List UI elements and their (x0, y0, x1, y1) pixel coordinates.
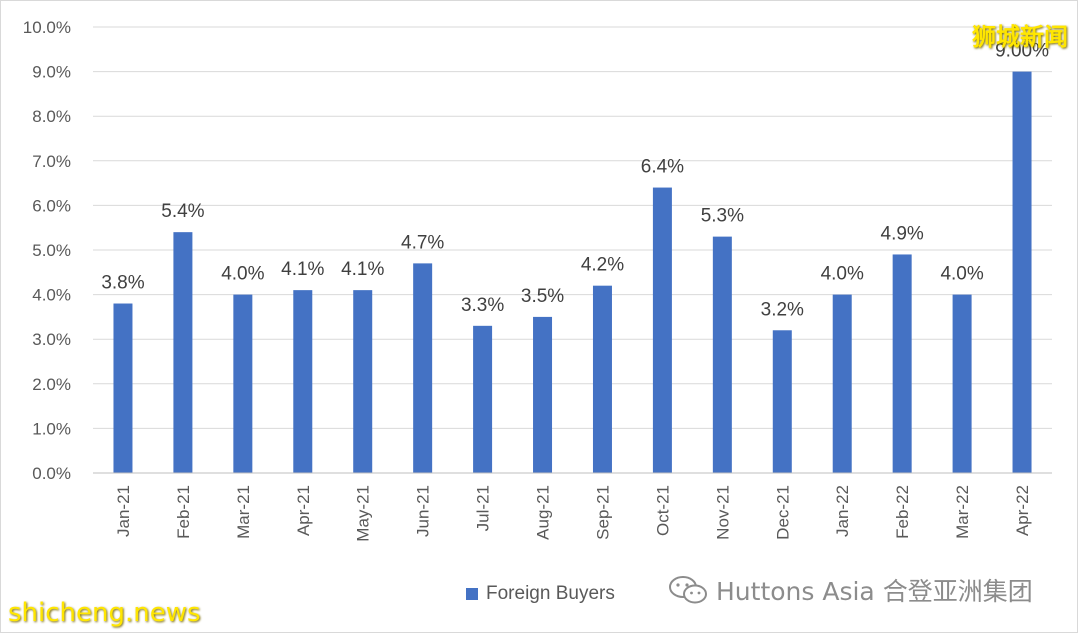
bar (173, 232, 193, 473)
bar (413, 263, 433, 473)
x-tick-label: Apr-22 (1013, 485, 1032, 536)
data-label: 4.0% (821, 264, 864, 285)
x-tick-label: Feb-22 (893, 485, 912, 539)
bar (353, 290, 373, 473)
bar (473, 325, 493, 473)
bar (772, 330, 792, 473)
x-tick-label: Jun-21 (414, 485, 433, 537)
x-tick-label: Apr-21 (294, 485, 313, 536)
y-tick-label: 2.0% (32, 375, 71, 394)
bar (832, 294, 852, 473)
wechat-icon (669, 576, 707, 604)
y-tick-label: 4.0% (32, 286, 71, 305)
x-tick-label: Feb-21 (174, 485, 193, 539)
data-label: 4.0% (221, 264, 264, 285)
y-tick-label: 0.0% (32, 464, 71, 483)
y-tick-label: 1.0% (32, 419, 71, 438)
bar (533, 316, 553, 473)
data-label: 5.4% (161, 201, 204, 222)
legend-swatch (466, 588, 478, 600)
data-label: 4.1% (281, 259, 324, 280)
bars (113, 71, 1032, 473)
bar (293, 290, 313, 473)
data-label: 4.9% (881, 223, 924, 244)
x-tick-label: Nov-21 (713, 485, 732, 540)
data-label: 5.3% (701, 206, 744, 227)
data-labels: 3.8% 5.4% 4.0% 4.1% 4.1% 4.7% 3.3% 3.5% 4.2% 6.4%… (101, 41, 1049, 321)
data-label: 3.5% (521, 286, 564, 307)
y-tick-label: 3.0% (32, 330, 71, 349)
x-tick-label: Jan-22 (833, 485, 852, 537)
x-tick-label: Sep-21 (593, 485, 612, 540)
y-tick-label: 7.0% (32, 152, 71, 171)
x-tick-label: Aug-21 (534, 485, 553, 540)
x-tick-label: May-21 (354, 485, 373, 542)
y-tick-label: 6.0% (32, 196, 71, 215)
y-tick-label: 8.0% (32, 107, 71, 126)
gridlines (93, 26, 1052, 429)
x-tick-label: Oct-21 (653, 485, 672, 536)
data-label: 4.1% (341, 259, 384, 280)
bar (113, 303, 133, 473)
data-label: 6.4% (641, 157, 684, 178)
y-axis-ticks: 0.0% 1.0% 2.0% 3.0% 4.0% 5.0% 6.0% 7.0% 8.0% 9.0%… (23, 18, 71, 483)
y-tick-label: 10.0% (23, 18, 71, 37)
source-credit: Huttons Asia 合登亚洲集团 (668, 572, 1033, 608)
x-tick-label: Jul-21 (474, 485, 493, 531)
data-label: 3.8% (101, 273, 144, 294)
x-tick-label: Mar-22 (953, 485, 972, 539)
bar (1012, 71, 1032, 473)
bar (892, 254, 912, 473)
source-label: Huttons Asia 合登亚洲集团 (716, 577, 1033, 606)
x-axis-ticks: Jan-21 Feb-21 Mar-21 Apr-21 May-21 Jun-21 Jul-… (114, 485, 1032, 542)
bar (233, 294, 253, 473)
bar (712, 236, 732, 473)
data-label: 4.7% (401, 232, 444, 253)
data-label: 9.00% (995, 41, 1049, 62)
data-label: 3.3% (461, 295, 504, 316)
x-tick-label: Dec-21 (773, 485, 792, 540)
watermark-bottom-left: shicheng.news (8, 598, 201, 628)
y-tick-label: 9.0% (32, 63, 71, 82)
bar (952, 294, 972, 473)
y-tick-label: 5.0% (32, 241, 71, 260)
legend-label: Foreign Buyers (486, 583, 615, 604)
x-tick-label: Jan-21 (114, 485, 133, 537)
watermark-top-right: 狮城新闻 (972, 23, 1068, 51)
x-tick-label: Mar-21 (234, 485, 253, 539)
data-label: 4.2% (581, 255, 624, 276)
data-label: 3.2% (761, 299, 804, 320)
bar (652, 187, 672, 473)
legend: Foreign Buyers (466, 583, 615, 605)
bar (592, 285, 612, 473)
data-label: 4.0% (940, 264, 983, 285)
